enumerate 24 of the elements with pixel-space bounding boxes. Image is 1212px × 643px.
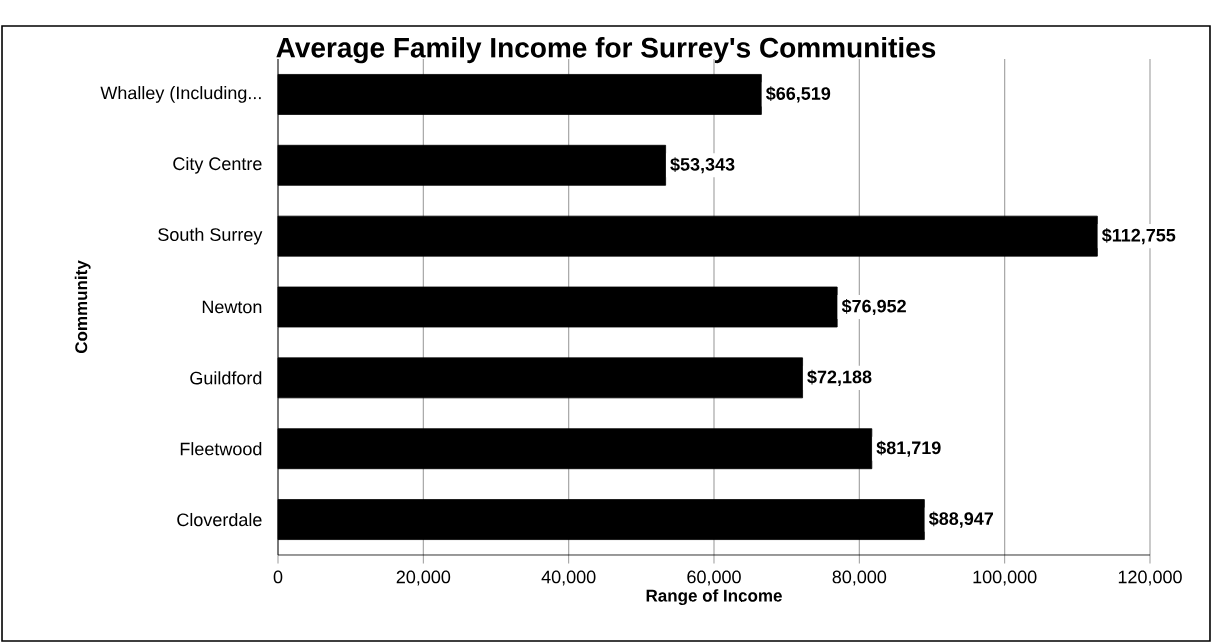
chart-title: Average Family Income for Surrey's Communities bbox=[276, 37, 936, 64]
x-tick-label: 60,000 bbox=[687, 570, 741, 586]
x-tick-label: 40,000 bbox=[541, 570, 596, 586]
data-label: $112,755 bbox=[1102, 228, 1176, 245]
data-label: $72,188 bbox=[807, 369, 872, 386]
x-tick-label: 20,000 bbox=[396, 570, 451, 586]
y-tick-label: Whalley (Including... bbox=[100, 86, 261, 103]
x-tick-label: 80,000 bbox=[832, 570, 887, 586]
y-tick-label: Guildford bbox=[190, 371, 262, 385]
y-tick-label: Cloverdale bbox=[177, 512, 262, 527]
data-label: $66,519 bbox=[766, 86, 831, 103]
x-axis-title: Range of Income bbox=[646, 589, 782, 606]
y-tick-label: Newton bbox=[202, 300, 262, 314]
data-label: $81,719 bbox=[876, 440, 941, 457]
x-tick-label: 100,000 bbox=[973, 570, 1037, 586]
data-label: $53,343 bbox=[670, 157, 735, 174]
x-tick-label: 0 bbox=[273, 570, 283, 584]
y-tick-label: City Centre bbox=[173, 156, 262, 174]
y-tick-label: South Surrey bbox=[158, 227, 263, 245]
y-axis-title: Community bbox=[74, 260, 91, 354]
data-label: $88,947 bbox=[929, 511, 994, 528]
y-tick-label: Fleetwood bbox=[180, 442, 262, 456]
x-tick-label: 120,000 bbox=[1118, 570, 1182, 586]
data-label: $76,952 bbox=[841, 298, 906, 316]
